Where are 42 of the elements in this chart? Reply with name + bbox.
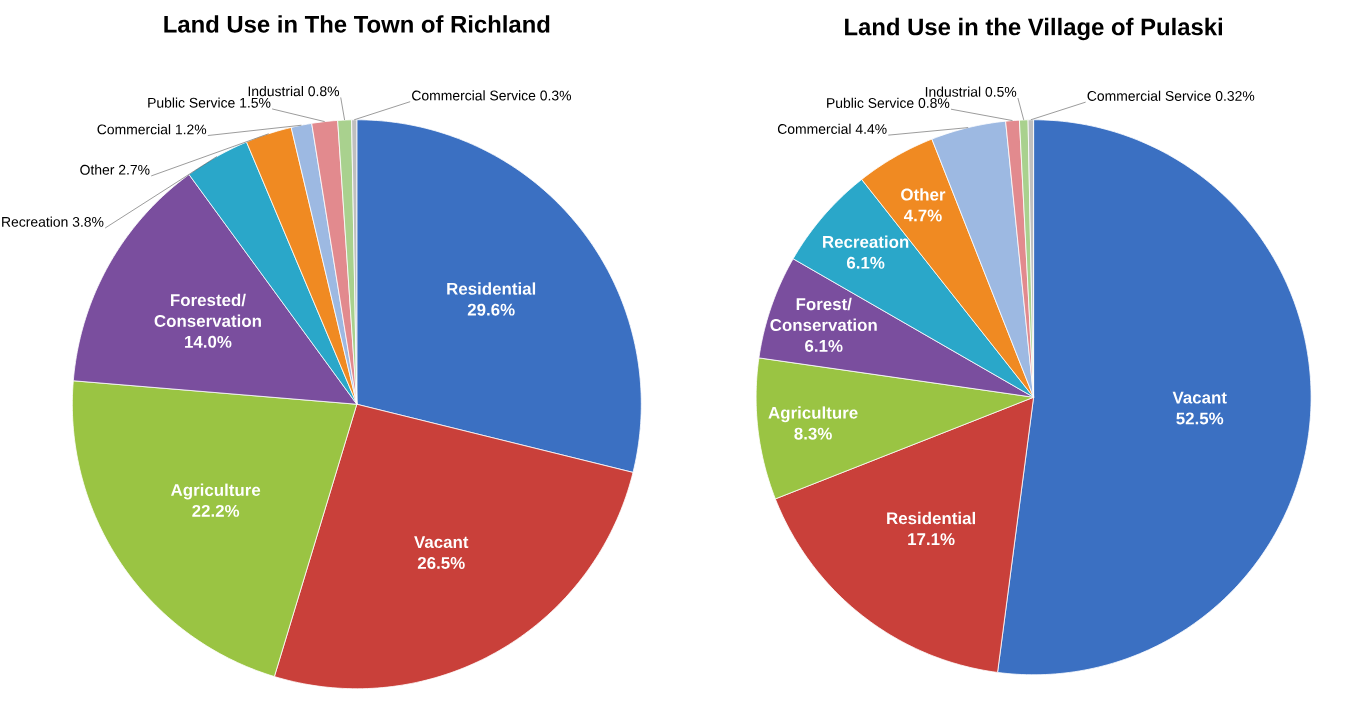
slice-label: Residential	[887, 512, 975, 525]
slice-label: Agriculture	[768, 406, 858, 423]
slice-label: Commercial Service	[412, 90, 536, 101]
slice-label: Commercial Service	[1087, 90, 1211, 102]
slice-label: Recreation	[823, 235, 909, 249]
slice-label: Public Service	[148, 97, 235, 108]
data-label: 6.1%	[846, 256, 885, 269]
data-label: 17.1%	[908, 533, 955, 546]
slice-label: Residential	[447, 282, 536, 295]
data-label: 0.32%	[1215, 91, 1255, 102]
data-label: 8.3%	[794, 427, 832, 440]
slice-label: Public Service	[827, 97, 914, 109]
data-label: 0.3%	[540, 90, 572, 101]
data-label: 2.7%	[118, 165, 150, 175]
data-label: 29.6%	[467, 303, 515, 316]
slice-label: Vacant	[1172, 391, 1227, 404]
slice-label: Industrial	[248, 86, 303, 97]
data-label: 0.8%	[918, 98, 950, 109]
data-label: 4.4%	[855, 124, 887, 135]
data-label: 1.2%	[175, 124, 207, 135]
slice-label: Forested/ Conservation	[154, 293, 261, 328]
slice-label: Commercial	[777, 123, 851, 135]
chart-title: Land Use in the Village of Pulaski	[845, 17, 1222, 41]
data-label: 26.5%	[417, 557, 465, 570]
slice-label: Recreation	[2, 216, 68, 227]
slice-label: Commercial	[97, 124, 171, 135]
slice-label: Industrial	[925, 86, 981, 97]
data-label: 52.5%	[1176, 412, 1224, 425]
data-label: 1.5%	[240, 98, 271, 108]
slice-label: Other	[901, 188, 946, 201]
data-label: 0.8%	[308, 86, 340, 97]
data-label: 14.0%	[185, 335, 232, 348]
data-label: 3.8%	[72, 217, 104, 227]
data-label: 0.5%	[985, 87, 1017, 97]
slice-label: Vacant	[414, 536, 469, 549]
data-label: 4.7%	[903, 209, 942, 222]
slice-label: Other	[80, 164, 115, 175]
chart-title: Land Use in The Town of Richland	[164, 15, 550, 33]
data-label: 22.2%	[192, 505, 240, 517]
slice-label: Forest/ Conservation	[770, 297, 877, 332]
slice-label: Agriculture	[170, 483, 261, 500]
data-label: 6.1%	[805, 340, 843, 353]
